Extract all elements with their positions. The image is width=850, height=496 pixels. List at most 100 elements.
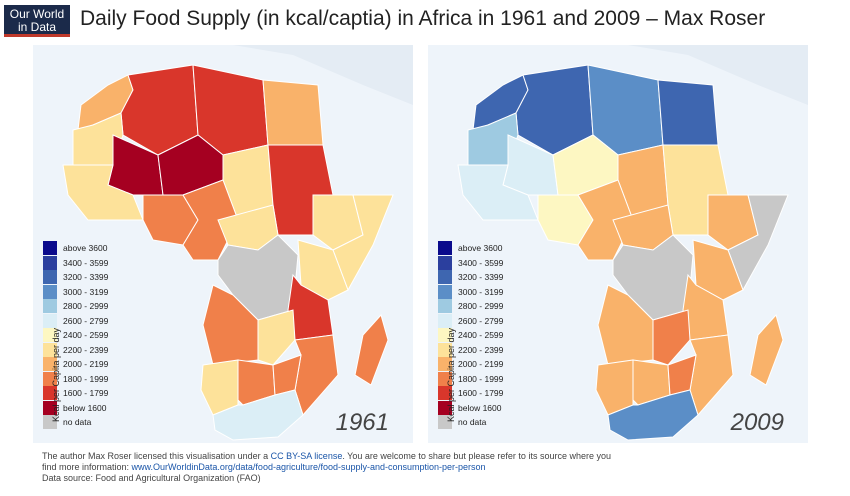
region-zambia[interactable] <box>652 309 691 366</box>
legend-item: no data <box>43 415 143 430</box>
legend-item: 1600 - 1799 <box>438 386 538 401</box>
legend-label: 2600 - 2799 <box>63 315 109 326</box>
legend-swatch <box>43 241 57 256</box>
legend: above 3600 3400 - 3599 3200 - 3399 3000 - 3… <box>438 241 538 430</box>
legend-swatch <box>438 270 452 285</box>
legend-swatch <box>43 299 57 314</box>
footer-data-source: Data source: Food and Agricultural Organ… <box>42 473 261 483</box>
legend-label: 3200 - 3399 <box>63 272 109 283</box>
legend-item: 2000 - 2199 <box>438 357 538 372</box>
region-zambia[interactable] <box>257 309 296 366</box>
legend-item: 2000 - 2199 <box>43 357 143 372</box>
legend-label: 2600 - 2799 <box>458 315 504 326</box>
region-west-coast[interactable] <box>62 164 144 221</box>
legend-item: 2400 - 2599 <box>438 328 538 343</box>
legend-label: no data <box>63 417 92 428</box>
legend-item: 1800 - 1999 <box>43 371 143 387</box>
logo-line1: Our World <box>9 7 65 21</box>
our-world-in-data-logo[interactable]: Our World in Data <box>4 5 70 37</box>
legend-item: 3000 - 3199 <box>438 284 538 300</box>
region-madagascar[interactable] <box>749 313 784 386</box>
region-egypt[interactable] <box>262 79 324 146</box>
legend-item: above 3600 <box>43 241 143 256</box>
region-mozambique[interactable] <box>689 334 734 416</box>
legend-swatch <box>438 255 452 270</box>
legend-label: 3200 - 3399 <box>458 272 504 283</box>
region-cameroon[interactable] <box>577 179 634 261</box>
map-year-label: 2009 <box>730 409 784 436</box>
legend-item: above 3600 <box>438 241 538 256</box>
license-link[interactable]: CC BY-SA license <box>270 451 343 461</box>
footer: The author Max Roser licensed this visua… <box>42 451 842 484</box>
legend-swatch <box>438 371 452 386</box>
legend: above 3600 3400 - 3599 3200 - 3399 3000 - 3… <box>43 241 143 430</box>
map-panel-1961: above 3600 3400 - 3599 3200 - 3399 3000 - 3… <box>33 45 413 443</box>
legend-label: 2000 - 2199 <box>458 359 504 370</box>
legend-swatch <box>43 386 57 401</box>
legend-swatch <box>43 342 57 357</box>
legend-label: 2200 - 2399 <box>458 344 504 355</box>
region-kenya[interactable] <box>692 239 744 301</box>
legend-item: 3400 - 3599 <box>43 255 143 271</box>
page-title: Daily Food Supply (in kcal/captia) in Af… <box>80 7 766 30</box>
legend-label: 2000 - 2199 <box>63 359 109 370</box>
legend-swatch <box>438 357 452 372</box>
legend-label: 1600 - 1799 <box>458 388 504 399</box>
region-egypt[interactable] <box>657 79 719 146</box>
legend-item: 3400 - 3599 <box>438 255 538 271</box>
region-cameroon[interactable] <box>182 179 239 261</box>
region-mozambique[interactable] <box>294 334 339 416</box>
legend-item: 2200 - 2399 <box>438 342 538 358</box>
map-panel-2009: above 3600 3400 - 3599 3200 - 3399 3000 - 3… <box>428 45 808 443</box>
legend-swatch <box>43 400 57 415</box>
legend-axis-label: Kcal per Capita per day <box>51 327 61 423</box>
legend-swatch <box>438 241 452 256</box>
region-madagascar[interactable] <box>354 313 389 386</box>
legend-swatch <box>43 270 57 285</box>
logo-line2: in Data <box>17 20 57 34</box>
legend-label: 3000 - 3199 <box>63 286 109 297</box>
legend-label: above 3600 <box>63 243 108 254</box>
legend-item: 2200 - 2399 <box>43 342 143 358</box>
legend-label: 1600 - 1799 <box>63 388 109 399</box>
legend-item: 1800 - 1999 <box>438 371 538 387</box>
legend-label: below 1600 <box>63 402 107 413</box>
legend-label: 2800 - 2999 <box>63 301 109 312</box>
legend-label: 1800 - 1999 <box>63 373 109 384</box>
legend-item: below 1600 <box>438 400 538 416</box>
region-west-coast[interactable] <box>457 164 539 221</box>
footer-text-2: . You are welcome to share but please re… <box>342 451 611 461</box>
legend-swatch <box>43 371 57 386</box>
legend-swatch <box>43 357 57 372</box>
region-kenya[interactable] <box>297 239 349 301</box>
europe-landmass <box>33 45 413 105</box>
legend-swatch <box>438 299 452 314</box>
legend-swatch <box>43 328 57 343</box>
legend-label: 3000 - 3199 <box>458 286 504 297</box>
legend-item: 3200 - 3399 <box>43 270 143 285</box>
legend-swatch <box>438 342 452 357</box>
legend-axis-label: Kcal per Capita per day <box>446 327 456 423</box>
footer-text-3: find more information: <box>42 462 132 472</box>
legend-swatch <box>438 328 452 343</box>
legend-item: no data <box>438 415 538 430</box>
africa-map-1961 <box>33 45 413 441</box>
legend-label: no data <box>458 417 487 428</box>
legend-swatch <box>43 255 57 270</box>
legend-item: 1600 - 1799 <box>43 386 143 401</box>
region-south-africa[interactable] <box>212 389 304 441</box>
footer-text-1: The author Max Roser licensed this visua… <box>42 451 271 461</box>
legend-swatch <box>438 400 452 415</box>
legend-label: 3400 - 3599 <box>458 257 504 268</box>
legend-label: 2400 - 2599 <box>63 330 109 341</box>
legend-swatch <box>438 386 452 401</box>
legend-item: 2400 - 2599 <box>43 328 143 343</box>
region-south-africa[interactable] <box>607 389 699 441</box>
africa-map-2009 <box>428 45 808 441</box>
legend-swatch <box>43 284 57 299</box>
legend-label: 1800 - 1999 <box>458 373 504 384</box>
source-link[interactable]: www.OurWorldinData.org/data/food-agricul… <box>131 462 486 472</box>
legend-item: 2600 - 2799 <box>43 313 143 329</box>
legend-swatch <box>438 313 452 328</box>
legend-swatch <box>438 415 452 430</box>
